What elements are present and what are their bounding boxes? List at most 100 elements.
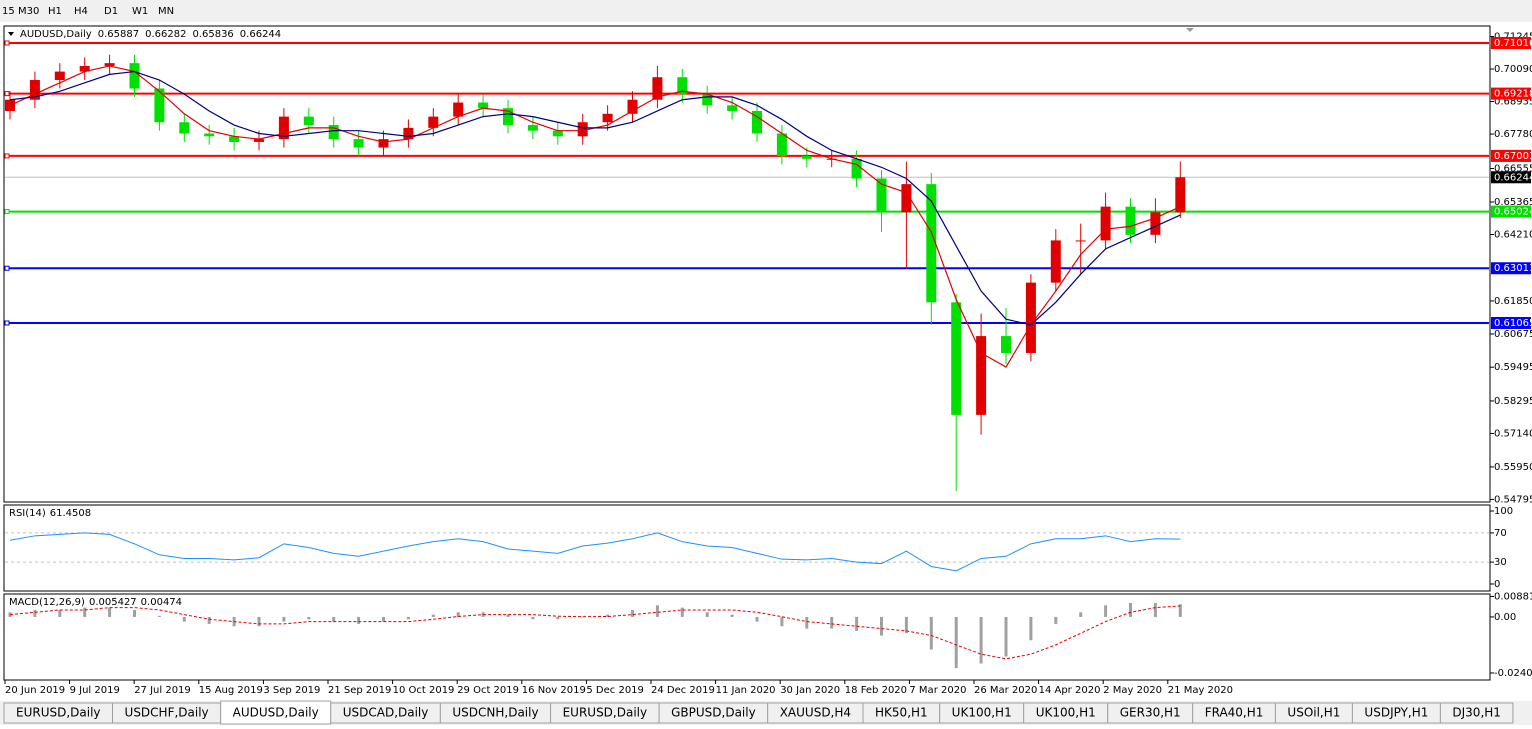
timeframe-button[interactable]: H1 — [48, 6, 62, 17]
macd-panel — [3, 593, 1491, 681]
candle-body — [204, 133, 215, 137]
candle-body — [29, 80, 40, 100]
candle-body — [378, 139, 389, 148]
candle-body — [1150, 212, 1161, 235]
tab[interactable]: DJ30,H1 — [1439, 702, 1514, 724]
ohlc-value: 0.65887 — [98, 29, 139, 40]
candle-body — [677, 77, 688, 95]
candle-body — [303, 116, 314, 126]
tab[interactable]: EURUSD,Daily — [550, 702, 660, 724]
candle-body — [627, 99, 638, 114]
tab[interactable]: FRA40,H1 — [1192, 702, 1276, 724]
tab-label: GER30,H1 — [1120, 706, 1181, 720]
timeframe-button[interactable]: H4 — [74, 6, 88, 17]
tab[interactable]: EURUSD,Daily — [3, 702, 114, 724]
level-label: 0.65024 — [1494, 207, 1532, 218]
y-tick-label: 70 — [1494, 528, 1507, 539]
tab-label: USOil,H1 — [1287, 706, 1340, 720]
tab-label: UK100,H1 — [1036, 706, 1096, 720]
tab[interactable]: USDCAD,Daily — [330, 702, 441, 724]
tab[interactable]: USDJPY,H1 — [1351, 702, 1441, 724]
tab-label: UK100,H1 — [952, 706, 1012, 720]
candle-body — [278, 116, 289, 140]
tab[interactable]: USDCNH,Daily — [439, 702, 552, 724]
tab-label: USDCHF,Daily — [125, 706, 209, 720]
level-label-box — [1491, 262, 1531, 275]
y-tick-label: -0.024082 — [1494, 668, 1532, 679]
candle-body — [702, 94, 713, 106]
level-label: 0.61065 — [1494, 318, 1532, 329]
level-label-box — [1491, 87, 1531, 100]
candle-body — [1025, 282, 1036, 353]
tab[interactable]: XAUUSD,H4 — [767, 702, 864, 724]
x-tick-label: 18 Feb 2020 — [845, 685, 907, 696]
y-tick-label: 0.70090 — [1494, 64, 1532, 75]
rsi-line — [9, 532, 1181, 572]
tab[interactable]: UK100,H1 — [1023, 702, 1109, 724]
chart-header: AUDUSD,Daily 0.65887 0.66282 0.65836 0.66244 — [20, 29, 281, 40]
y-tick-label: 0.59495 — [1494, 362, 1532, 373]
tab[interactable]: UK100,H1 — [939, 702, 1025, 724]
timeframe-button[interactable]: D1 — [104, 6, 118, 17]
tab[interactable]: USDCHF,Daily — [112, 702, 222, 724]
y-tick-label: 0.67780 — [1494, 129, 1532, 140]
tab[interactable]: GER30,H1 — [1107, 702, 1194, 724]
x-tick-label: 30 Jan 2020 — [780, 685, 840, 696]
candle-body — [602, 113, 613, 123]
moving-average — [9, 70, 1181, 326]
x-tick-label: 14 Apr 2020 — [1039, 685, 1101, 696]
tab-label: DJ30,H1 — [1452, 706, 1501, 720]
x-tick-label: 24 Dec 2019 — [651, 685, 715, 696]
x-tick-label: 21 Sep 2019 — [328, 685, 391, 696]
candle-body — [652, 77, 663, 100]
macd-value: 0.00474 — [141, 597, 182, 608]
candle-body — [154, 88, 165, 123]
level-label-box — [1491, 205, 1531, 218]
candle-body — [54, 71, 65, 81]
current-price-label: 0.66244 — [1494, 172, 1532, 183]
timeframe-button[interactable]: M30 — [18, 6, 39, 17]
menu-arrow — [8, 32, 14, 36]
y-tick-label: 0.008815 — [1494, 591, 1532, 602]
timeframe-button[interactable]: MN — [158, 6, 174, 17]
level-label-box — [1491, 36, 1531, 49]
tab-label: HK50,H1 — [875, 706, 928, 720]
candle-body — [229, 136, 240, 142]
y-tick-label: 0.64210 — [1494, 230, 1532, 241]
level-handle — [4, 265, 10, 271]
candle-body — [478, 102, 489, 109]
candle-body — [776, 133, 787, 157]
candle-body — [901, 184, 912, 213]
candle-body — [129, 63, 140, 89]
x-tick-label: 11 Jan 2020 — [716, 685, 776, 696]
timeframe-button[interactable]: W1 — [132, 6, 148, 17]
tab-label: EURUSD,Daily — [563, 706, 648, 720]
level-label: 0.67003 — [1494, 151, 1532, 162]
x-tick-label: 26 Mar 2020 — [974, 685, 1037, 696]
tab-label: AUDUSD,Daily — [233, 706, 319, 720]
tab[interactable]: USOil,H1 — [1274, 702, 1353, 724]
candle-body — [328, 125, 339, 140]
tab[interactable]: HK50,H1 — [862, 702, 941, 724]
candle-body — [1100, 206, 1111, 241]
macd-value: 0.005427 — [89, 597, 137, 608]
y-tick-label: 0 — [1494, 579, 1500, 590]
x-tick-label: 29 Oct 2019 — [457, 685, 519, 696]
tab[interactable]: GBPUSD,Daily — [658, 702, 769, 724]
main-panel — [3, 25, 1491, 503]
x-tick-label: 7 Mar 2020 — [909, 685, 966, 696]
candle-body — [104, 63, 115, 66]
tab-label: XAUUSD,H4 — [780, 706, 851, 720]
timeframe-button[interactable]: 15 — [2, 6, 15, 17]
x-tick-label: 9 Jul 2019 — [70, 685, 120, 696]
tab[interactable]: AUDUSD,Daily — [220, 700, 332, 725]
y-tick-label: 0.57140 — [1494, 428, 1532, 439]
candle-body — [876, 178, 887, 213]
level-handle — [4, 320, 10, 326]
candle-body — [1175, 177, 1186, 213]
candle-body — [503, 108, 513, 126]
y-tick-label: 0.00 — [1494, 612, 1516, 623]
y-tick-label: 0.65365 — [1494, 197, 1532, 208]
